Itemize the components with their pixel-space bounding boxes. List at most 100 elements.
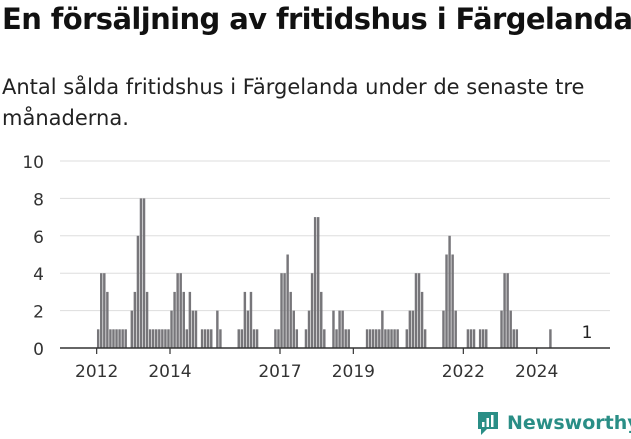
bar (549, 329, 552, 348)
bar (155, 329, 158, 348)
bar (375, 329, 378, 348)
bar (307, 310, 311, 348)
bar (133, 291, 137, 348)
bar (295, 329, 299, 348)
chart-subtitle: Antal sålda fritidshus i Färgelanda unde… (2, 75, 585, 130)
bar (280, 273, 283, 348)
bar (109, 329, 112, 348)
bar (136, 235, 140, 348)
bar (310, 273, 314, 348)
bar (509, 310, 512, 348)
bar (255, 329, 259, 348)
bar (277, 329, 280, 348)
bar (472, 329, 476, 348)
x-tick-label: 2022 (442, 362, 485, 382)
bar (390, 329, 393, 348)
bar (292, 310, 295, 348)
x-tick-label: 2019 (332, 362, 375, 382)
bar (286, 254, 289, 348)
bar (100, 273, 103, 348)
bar (500, 310, 503, 348)
bar (170, 310, 173, 348)
bar (240, 329, 244, 348)
bar (341, 310, 344, 348)
bar (448, 235, 451, 348)
bar (371, 329, 375, 348)
bar (194, 310, 198, 348)
bar (478, 329, 482, 348)
bar (387, 329, 390, 348)
bar (338, 310, 341, 348)
bar (103, 273, 106, 348)
brand-name: Newsworthy (507, 412, 631, 434)
bar (200, 329, 204, 348)
bar (185, 329, 189, 348)
bar (167, 329, 170, 348)
bar (96, 329, 100, 348)
bar (121, 329, 124, 348)
bar (451, 254, 454, 348)
bar (411, 310, 415, 348)
bar (454, 310, 457, 348)
bar (191, 310, 195, 348)
x-tick-label: 2017 (258, 362, 301, 382)
bar (442, 310, 445, 348)
bar-chart: 0 2 4 6 8 10 2012 2014 2017 2019 2022 2024 1 (22, 153, 610, 382)
bar (246, 310, 250, 348)
bar (506, 273, 509, 348)
bar (182, 291, 185, 348)
bar (515, 329, 519, 348)
bar (145, 291, 149, 348)
bar (512, 329, 515, 348)
bar (237, 329, 240, 348)
bar (335, 329, 338, 348)
bar (368, 329, 372, 348)
bar (289, 291, 292, 348)
bar (188, 291, 192, 348)
y-tick-label: 4 (33, 265, 44, 285)
bar (304, 329, 308, 348)
bar (445, 254, 448, 348)
bar (365, 329, 369, 348)
bar (332, 310, 335, 348)
bar (203, 329, 207, 348)
bar (316, 217, 320, 348)
y-tick-label: 8 (33, 190, 44, 210)
y-tick-label: 10 (22, 153, 44, 173)
chart-title: En försäljning av fritidshus i Färgeland… (2, 2, 631, 36)
bar (347, 329, 350, 348)
bar (384, 329, 387, 348)
bar (417, 273, 421, 348)
bar (323, 329, 326, 348)
bar (313, 217, 317, 348)
bar (176, 273, 179, 348)
bar (283, 273, 286, 348)
newsworthy-logo-icon (478, 412, 498, 435)
bar (216, 310, 219, 348)
data-label: 1 (582, 323, 593, 343)
x-tick-label: 2012 (75, 362, 118, 382)
bar (142, 198, 146, 348)
bar (466, 329, 470, 348)
bar (148, 329, 152, 348)
bar (210, 329, 213, 348)
bar (206, 329, 210, 348)
bar (106, 291, 109, 348)
bar (151, 329, 155, 348)
bar (420, 291, 424, 348)
brand[interactable]: Newsworthy (476, 408, 631, 438)
y-tick-label: 2 (33, 303, 44, 323)
bar (274, 329, 277, 348)
bar (130, 310, 134, 348)
bar (393, 329, 396, 348)
bar (344, 329, 347, 348)
y-tick-label: 6 (33, 228, 44, 248)
bar (485, 329, 488, 348)
bar (158, 329, 161, 348)
bar (414, 273, 418, 348)
bar (139, 198, 143, 348)
bar (161, 329, 164, 348)
bar (115, 329, 118, 348)
bar (118, 329, 121, 348)
bar (381, 310, 384, 348)
